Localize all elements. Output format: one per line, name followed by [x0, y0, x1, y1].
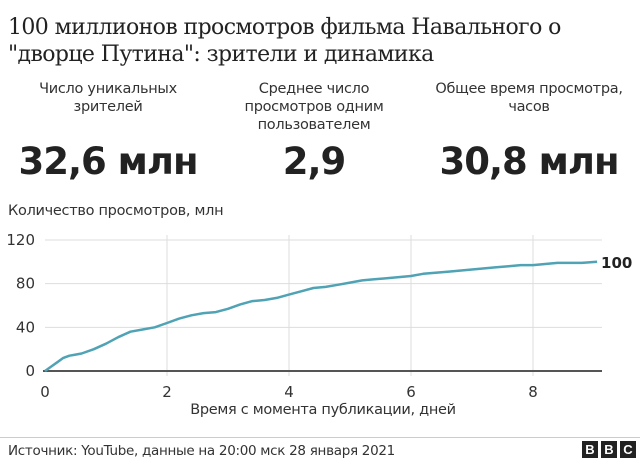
stat-value: 32,6 млн [18, 140, 198, 183]
y-tick-label: 120 [6, 231, 35, 249]
stat-avg-views: Среднее число просмотров одним пользоват… [228, 80, 400, 183]
x-axis-title: Время с момента публикации, дней [0, 402, 640, 418]
stat-unique-viewers: Число уникальных зрителей 32,6 млн [8, 80, 208, 183]
y-tick-label: 80 [16, 275, 35, 293]
source-note: Источник: YouTube, данные на 20:00 мск 2… [8, 443, 395, 459]
x-tick-label: 6 [406, 383, 416, 401]
bbc-logo-letter: C [620, 441, 636, 458]
y-tick-label: 40 [16, 318, 35, 336]
x-tick-label: 4 [284, 383, 294, 401]
stat-value: 30,8 млн [439, 140, 619, 183]
x-tick-label: 0 [40, 383, 50, 401]
views-line [44, 260, 598, 373]
y-tick-label: 0 [25, 362, 35, 380]
stats-panel: Число уникальных зрителей 32,6 млн Средн… [0, 80, 640, 190]
stat-label: Число уникальных зрителей [39, 81, 177, 115]
stat-label: Общее время просмотра, часов [435, 81, 623, 115]
stat-value: 2,9 [282, 140, 347, 183]
x-axis-title-text: Время с момента публикации, дней [190, 402, 456, 418]
x-tick-label: 8 [528, 383, 538, 401]
bbc-logo: B B C [582, 441, 636, 458]
stat-label: Среднее число просмотров одним пользоват… [244, 81, 384, 133]
stat-watch-time: Общее время просмотра, часов 30,8 млн [424, 80, 634, 183]
chart-title: 100 миллионов просмотров фильма Навально… [8, 15, 561, 67]
footer-divider [0, 437, 640, 438]
end-value-label: 100 [601, 254, 632, 272]
x-tick-label: 2 [162, 383, 172, 401]
bbc-logo-letter: B [582, 441, 598, 458]
bbc-logo-letter: B [601, 441, 617, 458]
y-axis-title: Количество просмотров, млн [8, 203, 224, 219]
line-chart: 0 40 80 120 0 2 4 6 8 100 [6, 231, 632, 401]
